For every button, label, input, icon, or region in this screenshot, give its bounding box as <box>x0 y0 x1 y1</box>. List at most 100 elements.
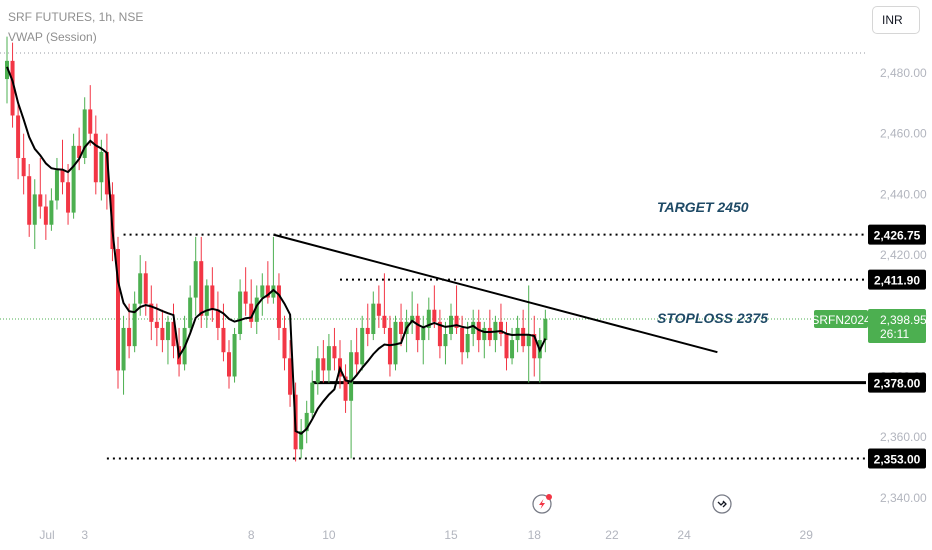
x-tick-label: 10 <box>322 528 336 542</box>
candle-body <box>215 309 220 328</box>
candle-body <box>349 352 354 401</box>
future-event-icon[interactable] <box>712 494 732 514</box>
candle-body <box>482 327 487 341</box>
candle-53 <box>299 418 304 459</box>
candle-4 <box>27 164 32 237</box>
candle-body <box>426 309 431 328</box>
candle-6 <box>38 157 43 219</box>
candle-body <box>271 285 276 298</box>
symbol-badge-bg <box>814 309 868 328</box>
y-tick-label: 2,460.00 <box>880 127 927 141</box>
candle-28 <box>160 309 165 353</box>
x-axis[interactable]: Jul 3 8 10 15 18 22 24 29 <box>39 528 813 542</box>
candle-93 <box>521 309 526 353</box>
candle-body <box>315 358 320 383</box>
candle-body <box>49 200 54 225</box>
candle-body <box>371 303 376 335</box>
candle-23 <box>132 291 137 353</box>
lightning-event-icon[interactable] <box>532 494 552 514</box>
y-tick-label: 2,420.00 <box>880 248 927 262</box>
candle-65 <box>365 303 370 347</box>
candle-49 <box>276 273 281 341</box>
candle-10 <box>60 139 65 195</box>
candle-45 <box>254 285 259 335</box>
candle-body <box>66 182 71 213</box>
candle-86 <box>482 321 487 359</box>
candle-body <box>227 352 231 377</box>
candle-body <box>321 358 326 371</box>
candle-body <box>249 303 254 322</box>
currency-button[interactable]: INR <box>872 6 920 34</box>
candle-body <box>454 315 459 328</box>
candle-82 <box>460 315 465 365</box>
candle-12 <box>71 133 76 219</box>
x-tick-label: 24 <box>677 528 691 542</box>
x-tick-label: 3 <box>81 528 88 542</box>
y-tick-label: 2,360.00 <box>880 430 927 444</box>
candle-71 <box>399 303 404 347</box>
level-badge-bg <box>868 224 926 245</box>
candle-body <box>360 327 365 365</box>
x-tick-label: 29 <box>800 528 814 542</box>
candle-body <box>310 382 315 413</box>
candle-0 <box>5 36 9 104</box>
candle-body <box>465 334 470 353</box>
price-level-lines <box>106 233 866 460</box>
symbol-badge-text: SRFN2024 <box>811 313 871 327</box>
candle-body <box>71 145 76 213</box>
candle-body <box>121 327 126 371</box>
candle-43 <box>243 267 248 316</box>
level-badge-bg <box>868 448 926 469</box>
level-badge-text: 2,411.90 <box>874 274 920 288</box>
candle-body <box>260 285 265 298</box>
candle-body <box>16 115 21 158</box>
candle-76 <box>426 297 431 341</box>
candle-body <box>526 334 531 347</box>
candle-26 <box>149 285 154 341</box>
candle-91 <box>510 327 515 365</box>
candle-37 <box>210 267 215 322</box>
candle-24 <box>138 255 143 316</box>
candle-50 <box>282 315 287 371</box>
candle-27 <box>154 303 159 347</box>
candle-body <box>332 346 337 359</box>
candle-30 <box>171 303 176 359</box>
candle-body <box>243 291 248 304</box>
annotation-stoploss: STOPLOSS 2375 <box>657 310 768 326</box>
candle-17 <box>99 139 104 201</box>
trendline-layer[interactable] <box>273 233 718 354</box>
candle-body <box>343 376 348 401</box>
candle-body <box>43 206 48 225</box>
candle-body <box>171 321 176 347</box>
candle-body <box>415 315 420 341</box>
candle-57 <box>321 340 326 383</box>
candle-55 <box>310 370 315 419</box>
candle-body <box>99 151 104 183</box>
candle-body <box>498 321 503 335</box>
candle-77 <box>432 285 437 328</box>
candle-88 <box>493 315 498 353</box>
candle-8 <box>49 188 54 231</box>
candle-body <box>82 109 87 158</box>
candle-body <box>282 327 287 359</box>
candle-body <box>510 340 515 359</box>
candle-body <box>149 303 154 322</box>
descending-trendline[interactable] <box>273 233 718 354</box>
candle-81 <box>454 285 459 335</box>
candle-body <box>127 327 132 347</box>
vwap-layer <box>6 66 547 435</box>
candle-33 <box>188 285 193 335</box>
y-tick-label: 2,480.00 <box>880 66 927 80</box>
candle-body <box>221 327 226 353</box>
candle-87 <box>487 309 492 347</box>
annotation-target: TARGET 2450 <box>657 199 749 215</box>
candle-body <box>443 334 448 347</box>
candle-7 <box>43 194 48 240</box>
candle-body <box>432 309 437 322</box>
candle-body <box>299 431 304 450</box>
candle-16 <box>93 115 98 195</box>
candle-body <box>165 321 170 341</box>
candle-body <box>38 194 43 207</box>
current-price-text: 2,398.95 <box>880 313 927 327</box>
